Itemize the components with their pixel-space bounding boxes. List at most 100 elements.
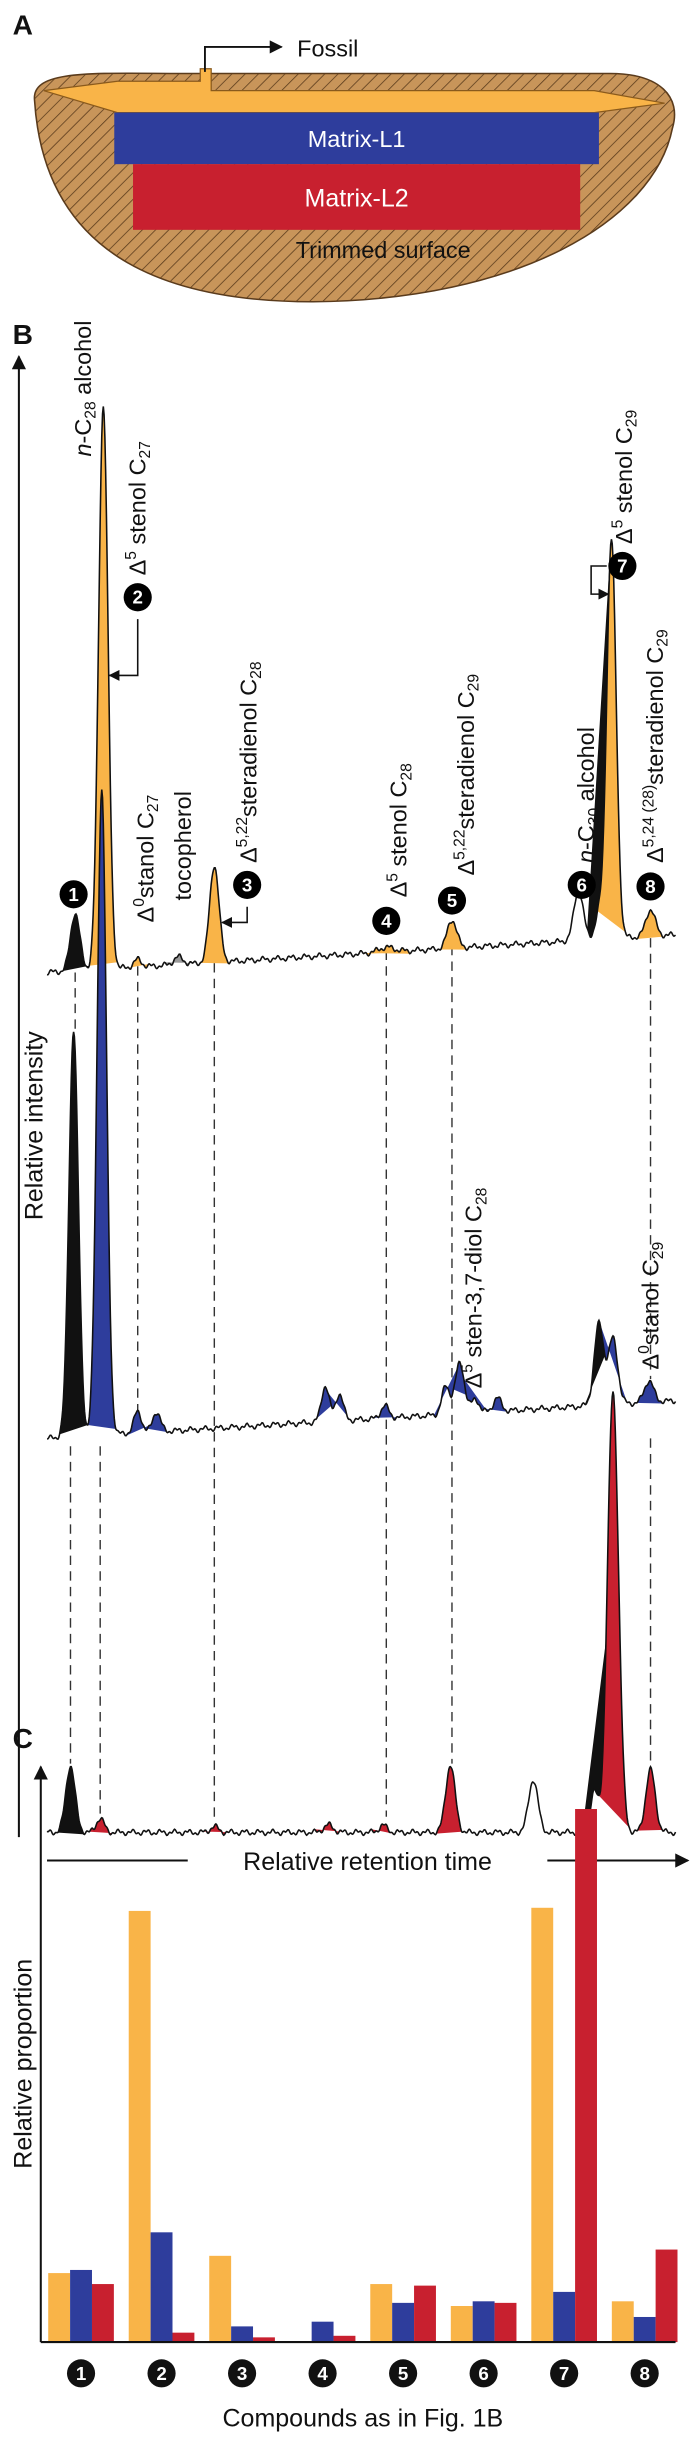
- label-part: stenol C: [386, 781, 412, 874]
- connector: [108, 619, 139, 681]
- marker: 1: [68, 884, 78, 905]
- peak: [200, 867, 229, 964]
- peak: [596, 1391, 630, 1828]
- peak: [436, 1766, 465, 1834]
- x-tick-label: 1: [76, 2363, 86, 2384]
- label-part: alcohol: [573, 727, 599, 808]
- peak-label: n-C28 alcohol: [70, 321, 100, 457]
- x-tick-label: 3: [237, 2363, 247, 2384]
- bar: [209, 2255, 232, 2343]
- panel-a: A Fossil Matrix-L1 Matrix-L2 Trimmed sur…: [13, 9, 676, 303]
- matrix-l2: [133, 164, 581, 230]
- x-tick-label: 6: [478, 2363, 488, 2384]
- connector: [590, 565, 610, 600]
- label-part: -C: [573, 825, 599, 850]
- label-part: stanol C: [637, 1259, 663, 1345]
- label-part: Δ: [236, 847, 262, 863]
- label-part: stenol C: [611, 427, 637, 520]
- bar: [150, 2232, 173, 2343]
- peak: [437, 921, 467, 950]
- bar: [311, 2321, 334, 2343]
- panel-c: C Relative proportion Compounds as in Fi…: [9, 1723, 678, 2432]
- label-part: Δ: [461, 1373, 487, 1389]
- peak-label: Δ5,24 (28)steradienol C29: [641, 629, 672, 863]
- label-part: 28: [398, 763, 415, 781]
- x-tick-label: 7: [559, 2363, 569, 2384]
- bar: [128, 1910, 151, 2343]
- y-axis-label: Relative proportion: [9, 1959, 37, 2169]
- label-part: tocopherol: [170, 791, 196, 900]
- marker: 7: [617, 555, 627, 576]
- peak: [56, 1766, 85, 1835]
- peak-label: tocopherol: [170, 791, 196, 900]
- matrix-l1-label: Matrix-L1: [308, 126, 406, 152]
- category-circle: [147, 2359, 176, 2388]
- label-part: 29: [466, 674, 483, 691]
- peak: [587, 544, 611, 938]
- label-part: 29: [655, 629, 672, 646]
- label-part: 5: [123, 551, 140, 560]
- peak: [598, 1320, 628, 1403]
- x-tick-label: 2: [156, 2363, 166, 2384]
- dashed-guides: [69, 789, 652, 1820]
- peak: [327, 1392, 352, 1421]
- bar: [450, 2306, 473, 2343]
- marker: 3: [242, 874, 252, 895]
- marker-circle: [59, 880, 88, 909]
- label-part: Δ: [642, 847, 668, 863]
- bar: [392, 2302, 415, 2343]
- peak: [634, 1380, 664, 1404]
- label-part: Δ: [611, 528, 637, 544]
- bar: [48, 2273, 71, 2343]
- category-circle: [630, 2359, 659, 2388]
- label-part: sten-3,7-diol C: [461, 1205, 487, 1364]
- label-part: 5,24 (28): [641, 785, 658, 848]
- peak: [125, 956, 150, 970]
- panel-label: A: [13, 9, 33, 40]
- label-part: 5: [384, 873, 401, 882]
- peak-label: Δ0stanol C27: [131, 795, 162, 923]
- label-part: 5,22: [451, 829, 468, 859]
- peak-labels: n-C28 alcohol Δ5 stenol C27 Δ0stanol C27…: [70, 321, 672, 1389]
- label-part: Δ: [637, 1354, 663, 1370]
- category-circle: [550, 2359, 579, 2388]
- label-part: 0: [131, 898, 148, 907]
- x-tick-label: 4: [317, 2363, 328, 2384]
- label-part: -C: [70, 419, 96, 444]
- peak: [88, 1817, 112, 1835]
- marker: 4: [381, 910, 392, 931]
- peak: [636, 1766, 665, 1832]
- label-part: steradienol C: [453, 691, 479, 829]
- bar: [70, 2269, 92, 2343]
- peak: [584, 1320, 614, 1405]
- peak: [362, 945, 410, 956]
- category-circle: [66, 2359, 96, 2388]
- peak-label: Δ5,22steradienol C28: [234, 661, 265, 863]
- label-part: stanol C: [132, 812, 158, 898]
- peak: [433, 1367, 458, 1418]
- label-part: 29: [623, 410, 640, 427]
- marker-circle: [233, 870, 262, 899]
- label-part: 0: [636, 1345, 653, 1354]
- bar: [333, 2335, 356, 2343]
- bar: [231, 2326, 254, 2343]
- marker-circle: [437, 886, 467, 915]
- peak: [313, 1386, 338, 1422]
- label-part: n: [573, 850, 599, 863]
- markers: 1 2 3 4 5 6 7 8: [59, 551, 665, 935]
- peak-label: Δ5 stenol C27: [123, 441, 154, 575]
- label-part: Δ: [386, 882, 412, 898]
- peak-label: Δ5 stenol C29: [609, 410, 640, 544]
- label-part: 30: [586, 808, 603, 826]
- peak-label: Δ5 sten-3,7-diol C28: [459, 1187, 490, 1388]
- panel-label: B: [13, 319, 33, 350]
- label-part: 28: [83, 401, 100, 419]
- fossil-arrow: [204, 40, 283, 72]
- label-part: alcohol: [70, 321, 96, 402]
- label-part: Δ: [125, 560, 151, 576]
- peak: [61, 913, 90, 972]
- peak-label: Δ5,22steradienol C29: [451, 674, 482, 876]
- fossil-label: Fossil: [297, 35, 358, 61]
